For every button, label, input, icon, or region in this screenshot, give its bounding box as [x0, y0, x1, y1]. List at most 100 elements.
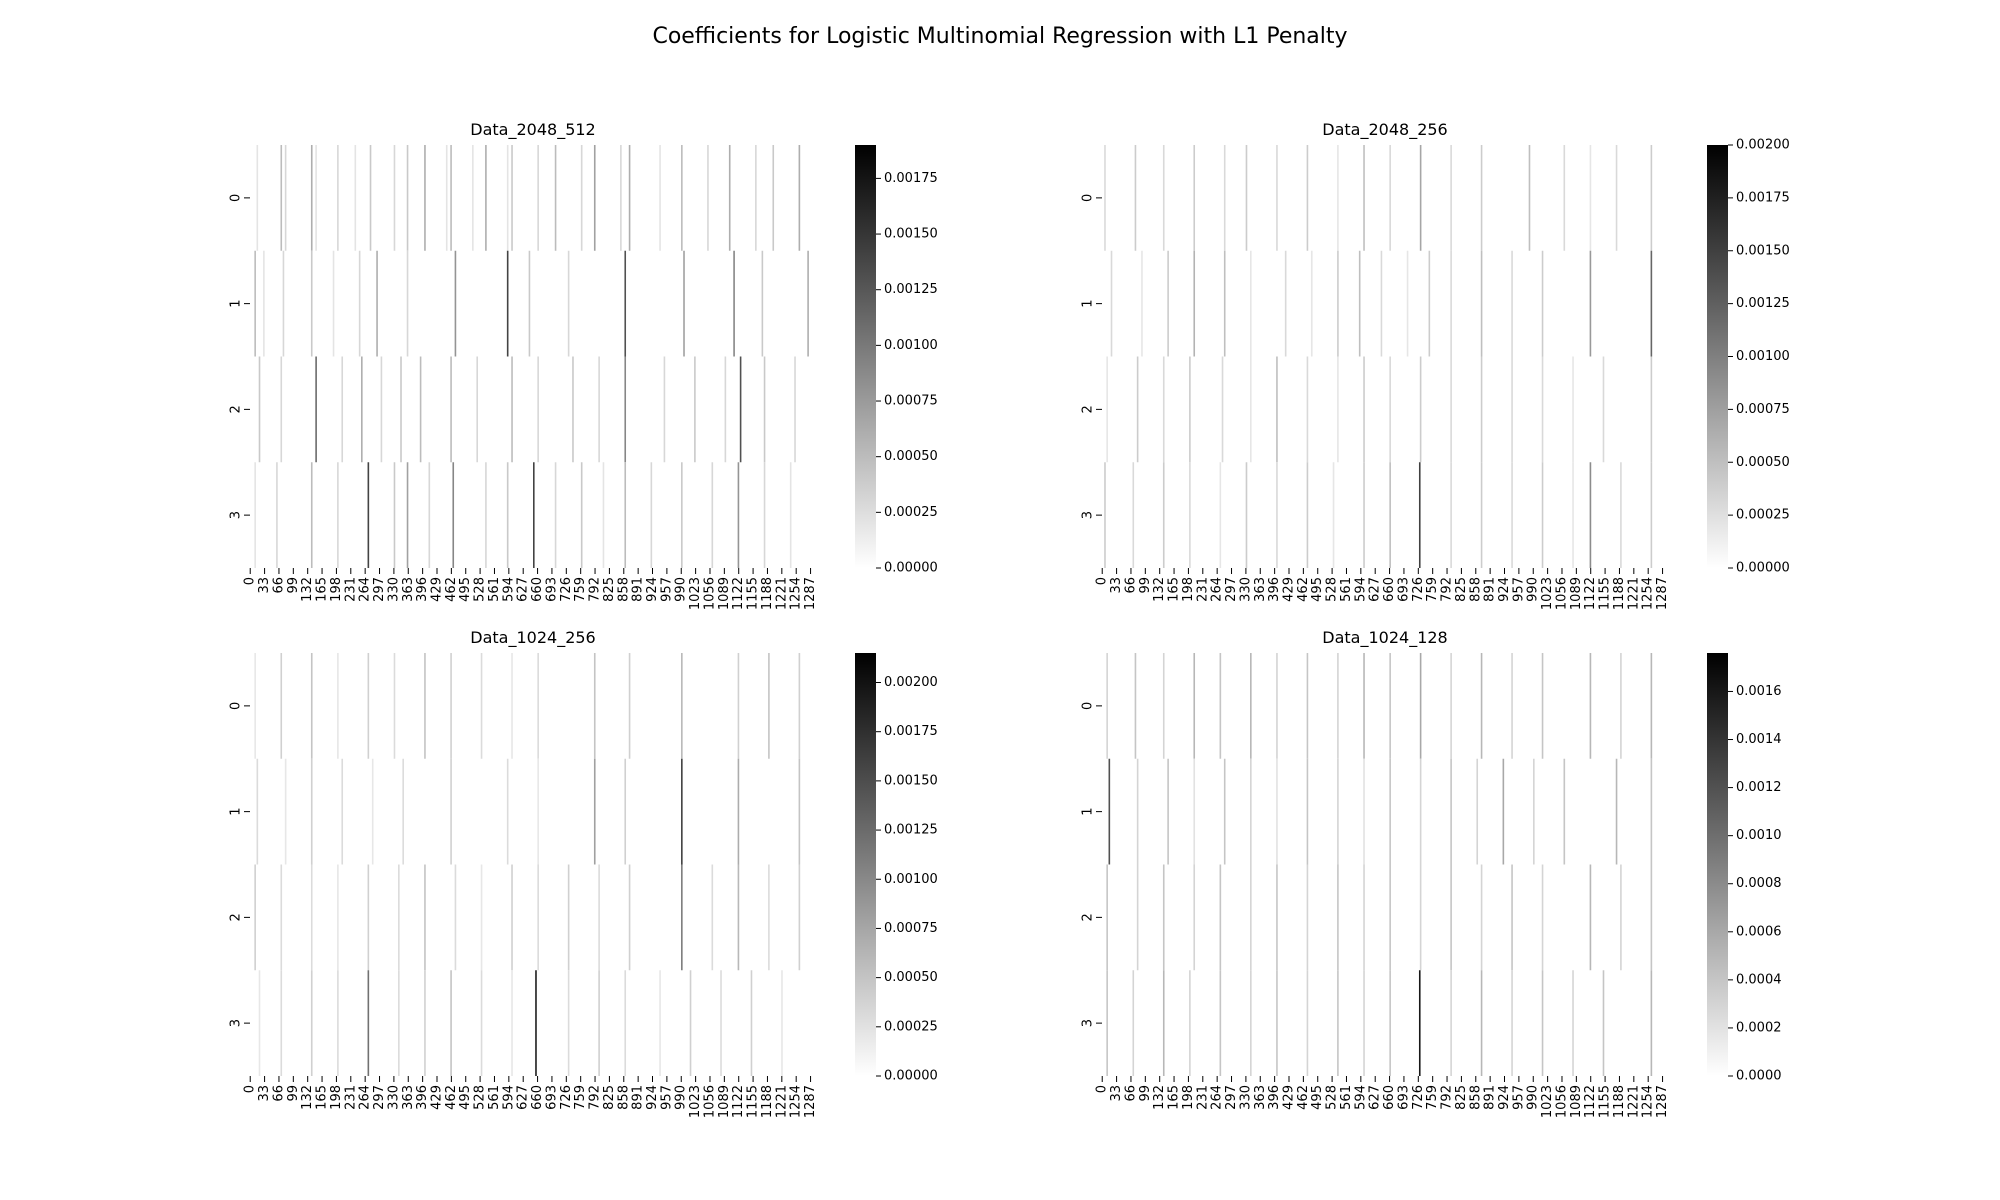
- heatmap-cell: [1276, 653, 1278, 759]
- y-tick-label: 0: [229, 702, 244, 710]
- x-tick-label: 231: [343, 1085, 358, 1110]
- heatmap-cell: [772, 145, 775, 251]
- colorbar-tick-label: 0.00125: [884, 823, 938, 838]
- x-tick-label: 1089: [717, 577, 732, 610]
- heatmap-cell: [337, 864, 339, 971]
- heatmap-cell: [1450, 970, 1452, 1076]
- heatmap-cell: [452, 462, 455, 568]
- heatmap-cell: [593, 653, 596, 759]
- heatmap-cell: [1250, 356, 1252, 463]
- colorbar-tick-label: 0.00050: [884, 970, 938, 985]
- heatmap-cell: [1480, 970, 1483, 1076]
- heatmap-cell: [280, 145, 283, 251]
- x-tick-label: 429: [429, 1085, 444, 1110]
- x-tick-label: 627: [1368, 577, 1383, 602]
- heatmap-cell: [1276, 356, 1278, 463]
- heatmap-cell: [739, 356, 742, 463]
- x-tick-label: 363: [401, 577, 416, 602]
- heatmap-cell: [628, 653, 631, 759]
- x-tick-label: 891: [631, 1085, 646, 1110]
- colorbar-tick-label: 0.0012: [1736, 780, 1782, 795]
- panel-title: Data_1024_128: [1322, 628, 1447, 648]
- x-tick-label: 660: [530, 577, 545, 602]
- heatmap-cell: [1337, 653, 1339, 759]
- colorbar-tick-label: 0.00000: [884, 1069, 938, 1084]
- x-tick-label: 924: [1497, 1085, 1512, 1110]
- x-tick-label: 231: [1195, 577, 1210, 602]
- x-tick-label: 165: [315, 1085, 330, 1110]
- heatmap-cell: [402, 758, 404, 865]
- heatmap-cell: [337, 970, 339, 1076]
- x-tick-label: 1188: [760, 1085, 775, 1118]
- heatmap-cell: [445, 145, 448, 251]
- heatmap-cell: [258, 970, 261, 1076]
- x-tick-label: 132: [1152, 1085, 1167, 1110]
- heatmap-cell: [554, 462, 557, 568]
- x-tick-label: 726: [559, 1085, 574, 1110]
- x-tick-label: 330: [386, 1085, 401, 1110]
- heatmap-cell: [1219, 864, 1222, 971]
- heatmap-cell: [454, 250, 457, 357]
- heatmap-cell: [724, 356, 727, 463]
- heatmap-cell: [450, 970, 452, 1076]
- x-tick-label: 594: [501, 577, 516, 602]
- y-tick-label: 3: [1081, 511, 1096, 519]
- colorbar-tick-label: 0.00025: [884, 1019, 938, 1034]
- x-tick-label: 594: [1353, 577, 1368, 602]
- heatmap-cell: [537, 356, 539, 463]
- heatmap-cell: [380, 356, 383, 463]
- x-tick-label: 429: [1281, 1085, 1296, 1110]
- heatmap-cell: [1363, 145, 1365, 251]
- heatmap-cell: [1106, 356, 1108, 463]
- heatmap-cell: [1650, 356, 1653, 463]
- x-tick-label: 594: [1353, 1085, 1368, 1110]
- x-tick-label: 726: [1411, 1085, 1426, 1110]
- x-tick-label: 1023: [1540, 577, 1555, 610]
- heatmap-cell: [1480, 250, 1483, 357]
- x-tick-label: 825: [602, 1085, 617, 1110]
- heatmap-cell: [1193, 758, 1196, 865]
- heatmap-cell: [424, 970, 426, 1076]
- heatmap-cell: [681, 145, 683, 251]
- x-tick-label: 528: [1325, 1085, 1340, 1110]
- heatmap-cell: [794, 356, 796, 463]
- heatmap-cell: [450, 653, 452, 759]
- heatmap-cell: [1337, 356, 1339, 463]
- y-tick-label: 2: [229, 405, 244, 413]
- heatmap-cell: [450, 758, 452, 865]
- heatmap-cell: [1533, 758, 1535, 865]
- heatmap-cell: [424, 864, 426, 971]
- heatmap-cell: [628, 864, 631, 971]
- colorbar: [855, 653, 876, 1076]
- x-tick-label: 957: [1511, 577, 1526, 602]
- heatmap-cell: [781, 970, 783, 1076]
- heatmap-cell: [406, 250, 409, 357]
- heatmap-cell: [1162, 653, 1165, 759]
- heatmap-cell: [1450, 356, 1452, 463]
- colorbar-tick-label: 0.00100: [1736, 349, 1790, 364]
- heatmap-cell: [511, 970, 513, 1076]
- heatmap-cell: [1104, 145, 1106, 251]
- heatmap-cell: [1418, 970, 1421, 1076]
- heatmap-cell: [789, 462, 792, 568]
- heatmap-cell: [1250, 758, 1252, 865]
- x-tick-label: 1089: [1569, 577, 1584, 610]
- x-tick-label: 990: [674, 1085, 689, 1110]
- x-tick-label: 1221: [1626, 577, 1641, 610]
- heatmap-cell: [310, 970, 313, 1076]
- x-tick-label: 924: [1497, 577, 1512, 602]
- heatmap-cell: [1162, 864, 1165, 971]
- colorbar-tick-label: 0.00200: [884, 675, 938, 690]
- x-tick-label: 660: [530, 1085, 545, 1110]
- x-tick-label: 297: [372, 1085, 387, 1110]
- heatmap-cell: [1284, 250, 1287, 357]
- x-tick-label: 561: [1339, 577, 1354, 602]
- colorbar-tick-label: 0.00175: [884, 171, 938, 186]
- colorbar-tick-label: 0.00050: [1736, 455, 1790, 470]
- heatmap-cell: [1306, 462, 1309, 568]
- heatmap-cell: [341, 356, 344, 463]
- x-tick-label: 1254: [789, 577, 804, 610]
